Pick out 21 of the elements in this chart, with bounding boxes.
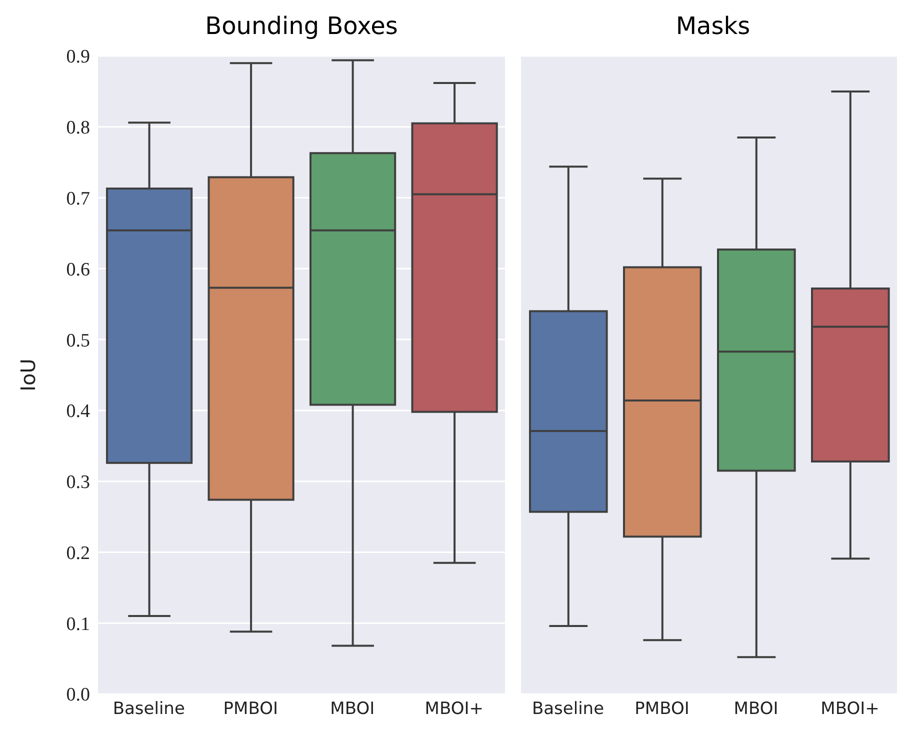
y-tick-label: 0.6	[66, 259, 90, 280]
y-tick-label: 0.5	[66, 330, 90, 352]
y-tick-label: 0.3	[66, 472, 90, 494]
y-tick-label: 0.4	[66, 401, 90, 422]
x-tick-label: MBOI+	[424, 699, 484, 720]
y-tick-label: 0.2	[66, 542, 90, 564]
chart-title: Bounding Boxes	[204, 11, 399, 42]
y-tick-label: 0.1	[66, 614, 90, 635]
x-tick-label: MBOI+	[820, 699, 880, 720]
x-tick-label: PMBOI	[634, 699, 690, 720]
x-tick-label: PMBOI	[223, 699, 278, 720]
y-tick-label: 0.9	[66, 46, 90, 68]
y-tick-label: 0.8	[66, 118, 90, 139]
x-tick-label: Baseline	[532, 699, 604, 720]
x-tick-label: MBOI	[330, 699, 375, 720]
x-tick-label: MBOI	[734, 699, 778, 720]
chart-title: Masks	[674, 11, 752, 42]
x-tick-label: Baseline	[112, 699, 185, 720]
y-tick-label: 0.7	[66, 188, 90, 210]
y-axis-title: IoU	[16, 358, 40, 392]
y-tick-label: 0.0	[66, 684, 90, 706]
